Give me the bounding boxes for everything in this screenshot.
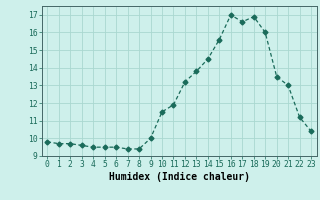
- X-axis label: Humidex (Indice chaleur): Humidex (Indice chaleur): [109, 172, 250, 182]
